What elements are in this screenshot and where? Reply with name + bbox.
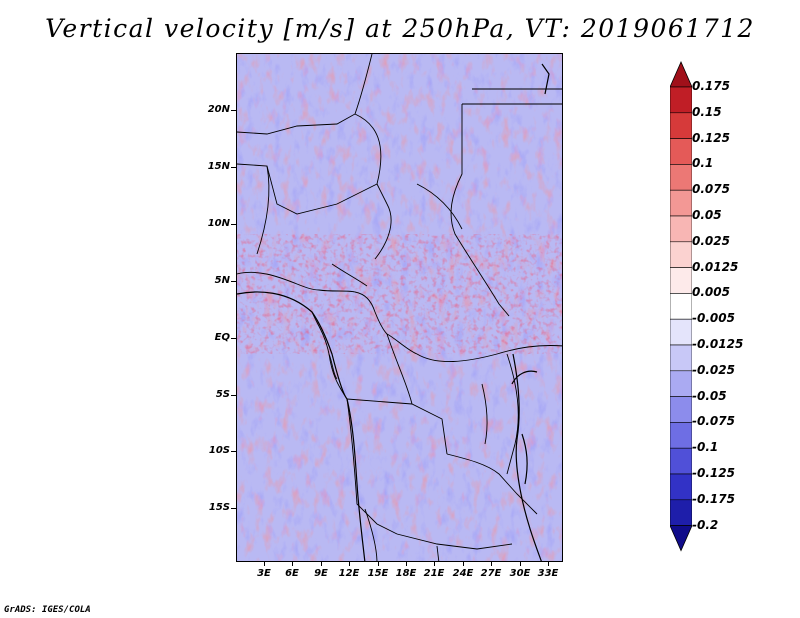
- lat-tick: [231, 451, 236, 452]
- colorbar-swatch: [670, 318, 692, 346]
- lat-label: 15N: [207, 161, 230, 172]
- lat-label: 10N: [207, 218, 230, 229]
- lon-label: 30E: [509, 568, 531, 579]
- lat-tick: [231, 338, 236, 339]
- lon-tick: [548, 562, 549, 566]
- colorbar-label: 0.15: [692, 104, 722, 119]
- colorbar-swatch: [670, 473, 692, 501]
- colorbar-swatch: [670, 422, 692, 449]
- colorbar-label: 0.1: [692, 156, 714, 171]
- colorbar-label: 0.025: [692, 233, 730, 248]
- lon-tick: [491, 562, 492, 566]
- colorbar-label: -0.075: [692, 414, 735, 429]
- colorbar-swatch: [670, 370, 692, 397]
- lon-tick: [463, 562, 464, 566]
- lat-tick: [231, 508, 236, 509]
- colorbar-label: -0.2: [692, 517, 719, 532]
- plot-title: Vertical velocity [m/s] at 250hPa, VT: 2…: [45, 14, 755, 43]
- lon-tick: [434, 562, 435, 566]
- lon-label: 21E: [423, 568, 445, 579]
- lat-tick: [231, 167, 236, 168]
- colorbar-swatch: [670, 241, 692, 268]
- lon-tick: [264, 562, 265, 566]
- lat-label: 5S: [215, 389, 230, 400]
- colorbar-label: 0.125: [692, 130, 730, 145]
- colorbar-label: -0.005: [692, 311, 735, 326]
- field-convective-band: [237, 234, 562, 354]
- lon-tick: [378, 562, 379, 566]
- colorbar-label: -0.175: [692, 491, 735, 506]
- lon-label: 15E: [367, 568, 389, 579]
- lat-tick: [231, 110, 236, 111]
- colorbar-label: 0.175: [692, 79, 730, 93]
- lat-tick: [231, 224, 236, 225]
- map-panel: [236, 53, 563, 562]
- colorbar-label: -0.125: [692, 466, 735, 480]
- colorbar-label: 0.0125: [692, 259, 739, 274]
- colorbar-swatch: [670, 112, 692, 139]
- coastlines-lakes: [237, 63, 550, 561]
- lon-label: 33E: [537, 568, 559, 579]
- colorbar-swatch: [670, 344, 692, 372]
- lat-label: 15S: [208, 502, 230, 513]
- colorbar-swatch: [670, 267, 692, 294]
- colorbar-label: -0.1: [692, 440, 719, 455]
- lat-label: 10S: [208, 445, 230, 456]
- colorbar-label: -0.025: [692, 362, 735, 377]
- colorbar-swatch: [670, 86, 692, 114]
- colorbar-swatch: [670, 215, 692, 243]
- lon-tick: [406, 562, 407, 566]
- lon-tick: [321, 562, 322, 566]
- lat-tick: [231, 281, 236, 282]
- colorbar-bottom-arrow: [670, 525, 692, 552]
- lat-label: 5N: [214, 275, 230, 286]
- lon-label: 12E: [338, 568, 360, 579]
- lon-label: 18E: [395, 568, 417, 579]
- lon-label: 27E: [480, 568, 502, 579]
- colorbar-swatch: [670, 164, 692, 191]
- lon-tick: [349, 562, 350, 566]
- lon-tick: [292, 562, 293, 566]
- lon-label: 6E: [285, 568, 299, 579]
- colorbar-label: -0.05: [692, 388, 727, 403]
- colorbar: [670, 61, 692, 552]
- colorbar-swatch: [670, 396, 692, 423]
- lon-label: 3E: [257, 568, 271, 579]
- lat-label: 20N: [207, 104, 230, 115]
- colorbar-label: -0.0125: [692, 337, 744, 351]
- colorbar-swatch: [670, 189, 692, 217]
- colorbar-top-arrow: [670, 61, 692, 88]
- colorbar-swatch: [670, 138, 692, 165]
- lon-tick: [520, 562, 521, 566]
- lat-label: EQ: [214, 332, 230, 343]
- colorbar-swatch: [670, 293, 692, 320]
- lon-label: 24E: [452, 568, 474, 579]
- colorbar-label: 0.05: [692, 208, 722, 222]
- colorbar-label: 0.005: [692, 285, 730, 300]
- colorbar-swatch: [670, 499, 692, 526]
- grads-credit: GrADS: IGES/COLA: [4, 605, 91, 615]
- country-borders: [237, 54, 562, 561]
- colorbar-label: 0.075: [692, 182, 730, 197]
- lon-label: 9E: [314, 568, 328, 579]
- colorbar-swatch: [670, 447, 692, 475]
- lat-tick: [231, 395, 236, 396]
